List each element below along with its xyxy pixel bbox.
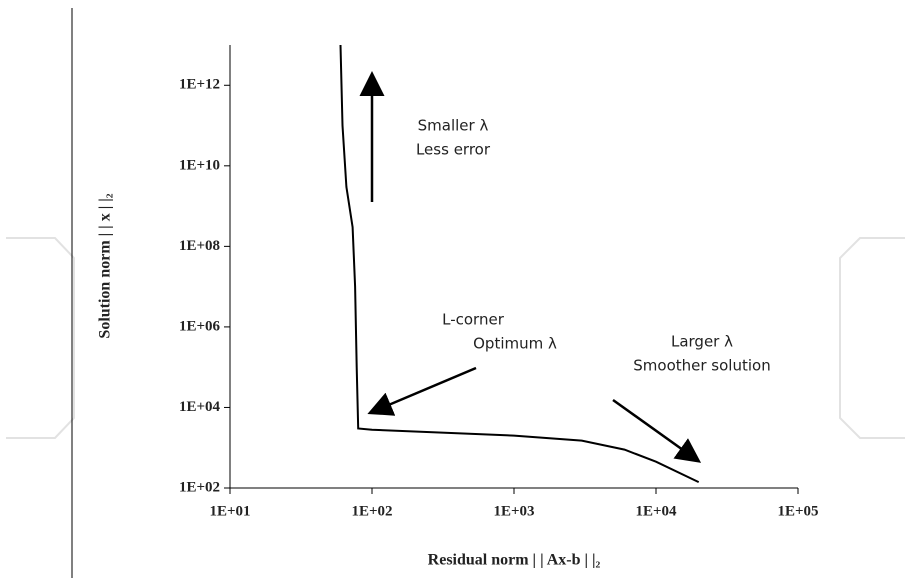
y-tick-label: 1E+10	[179, 157, 220, 173]
x-tick-label: 1E+02	[351, 503, 392, 519]
annotation: Smaller λ	[418, 117, 489, 135]
y-axis-title: Solution norm | | x | |₂	[97, 193, 114, 338]
y-tick-label: 1E+08	[179, 238, 220, 254]
background-decor	[6, 237, 905, 439]
x-tick-label: 1E+03	[493, 503, 534, 519]
curve	[339, 44, 700, 484]
annotation: Smoother solution	[633, 357, 770, 375]
y-tick-label: 1E+04	[179, 399, 221, 415]
y-tick-label: 1E+06	[179, 318, 221, 334]
y-tick-label: 1E+02	[179, 479, 220, 495]
x-tick-label: 1E+05	[777, 503, 818, 519]
annotation: Less error	[416, 141, 491, 159]
annotation-arrows	[359, 71, 702, 463]
x-tick-label: 1E+04	[635, 503, 677, 519]
y-tick-label: 1E+12	[179, 77, 220, 93]
x-axis-title: Residual norm | | Ax-b | |₂	[428, 552, 601, 569]
annotation: L-corner	[442, 311, 505, 329]
annotation: Larger λ	[671, 333, 733, 351]
x-tick-label: 1E+01	[209, 503, 250, 519]
annotation: Optimum λ	[473, 335, 557, 353]
